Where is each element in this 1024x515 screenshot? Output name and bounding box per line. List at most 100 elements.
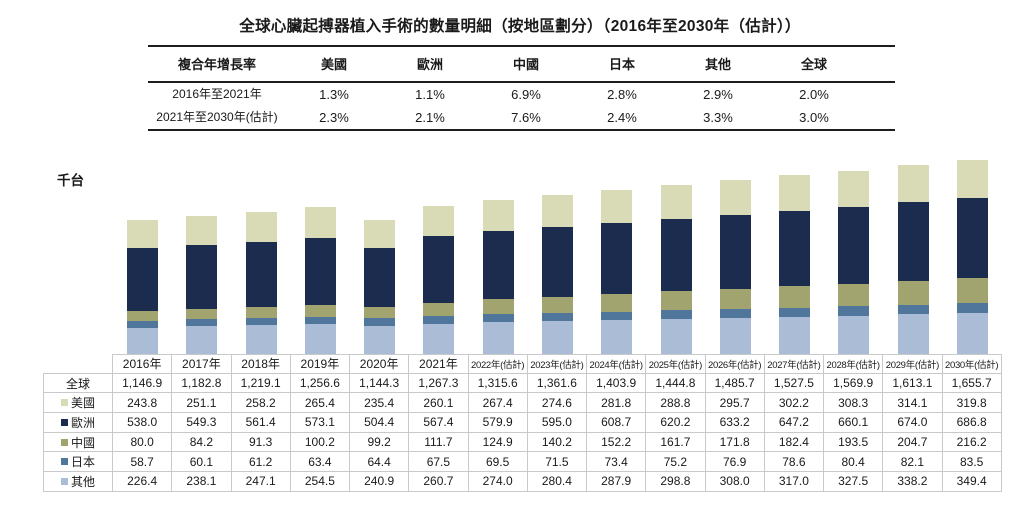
bar-segment bbox=[245, 317, 277, 326]
bar-segment bbox=[719, 318, 751, 354]
row-label-text: 美國 bbox=[70, 396, 95, 411]
row-label-cell: 全球 bbox=[43, 373, 113, 394]
value-cell: 314.1 bbox=[883, 393, 943, 414]
cagr-header-cell: 中國 bbox=[478, 47, 574, 83]
bar-segment bbox=[838, 170, 870, 207]
bar-segment bbox=[482, 321, 514, 354]
row-label-cell: 日本 bbox=[43, 452, 113, 473]
bar-segment bbox=[660, 185, 692, 219]
value-cell: 84.2 bbox=[172, 432, 232, 453]
value-cell: 1,315.6 bbox=[468, 373, 528, 394]
year-header-cell: 2024年(估計) bbox=[587, 354, 647, 374]
bar-segment bbox=[779, 307, 811, 317]
value-cell: 327.5 bbox=[824, 472, 884, 492]
value-cell: 1,655.7 bbox=[942, 373, 1002, 394]
value-cell: 235.4 bbox=[350, 393, 410, 414]
row-label-cell: 中國 bbox=[43, 432, 113, 453]
chart-title: 全球心臟起搏器植入手術的數量明細（按地區劃分）（2016年至2030年（估計）） bbox=[239, 18, 801, 35]
bar-segment bbox=[304, 238, 336, 306]
bar-segment bbox=[127, 327, 159, 354]
value-cell: 308.3 bbox=[824, 393, 884, 414]
bar-segment bbox=[127, 219, 159, 249]
year-header-cell: 2029年(估計) bbox=[883, 354, 943, 374]
value-cell: 298.8 bbox=[646, 472, 706, 492]
cagr-grid: 複合年增長率 美國 歐洲 中國 日本 其他 全球 2016年至2021年 1.3% 1.1% 6.9… bbox=[148, 47, 895, 129]
value-cell: 1,256.6 bbox=[290, 373, 350, 394]
bar-segment bbox=[364, 220, 396, 248]
bar-segment bbox=[897, 314, 929, 354]
value-cell: 647.2 bbox=[764, 413, 824, 433]
value-cell: 161.7 bbox=[646, 432, 706, 453]
value-cell: 1,444.8 bbox=[646, 373, 706, 394]
bar bbox=[897, 165, 929, 354]
value-cell: 247.1 bbox=[231, 472, 291, 492]
cagr-value-cell: 7.6% bbox=[511, 110, 541, 125]
value-cell: 1,485.7 bbox=[705, 373, 765, 394]
legend-swatch bbox=[60, 418, 68, 426]
value-cell: 58.7 bbox=[113, 452, 173, 473]
bar-segment bbox=[245, 241, 277, 308]
cagr-row-spacer bbox=[862, 83, 895, 106]
value-cell: 69.5 bbox=[468, 452, 528, 473]
bar-segment bbox=[956, 160, 988, 198]
cagr-header-cell: 全球 bbox=[766, 47, 862, 83]
bar-segment bbox=[127, 248, 159, 312]
cagr-value-cell: 2.1% bbox=[415, 110, 445, 125]
value-cell: 71.5 bbox=[527, 452, 587, 473]
bar-segment bbox=[245, 307, 277, 318]
row-label-cell: 歐洲 bbox=[43, 413, 113, 433]
corner-cell bbox=[43, 354, 113, 374]
year-header-cell: 2016年 bbox=[113, 354, 173, 374]
year-header-cell: 2028年(估計) bbox=[824, 354, 884, 374]
bar bbox=[127, 219, 159, 354]
bar-segment bbox=[304, 207, 336, 239]
value-cell: 64.4 bbox=[350, 452, 410, 473]
year-header-cell: 2020年 bbox=[350, 354, 410, 374]
row-label-text: 全球 bbox=[65, 376, 90, 391]
value-cell: 549.3 bbox=[172, 413, 232, 433]
value-cell: 91.3 bbox=[231, 432, 291, 453]
bar-segment bbox=[838, 206, 870, 284]
value-cell: 579.9 bbox=[468, 413, 528, 433]
bar-segment bbox=[542, 312, 573, 322]
bar bbox=[956, 160, 988, 354]
value-cell: 75.2 bbox=[646, 452, 706, 473]
bar-segment bbox=[956, 303, 988, 314]
value-cell: 152.2 bbox=[587, 432, 647, 453]
value-cell: 204.7 bbox=[883, 432, 943, 453]
cagr-period-cell: 2016年至2021年 bbox=[172, 87, 262, 101]
bar-segment bbox=[186, 309, 218, 320]
bar-segment bbox=[601, 320, 633, 354]
value-cell: 140.2 bbox=[527, 432, 587, 453]
row-label-cell: 美國 bbox=[43, 393, 113, 414]
value-cell: 686.8 bbox=[942, 413, 1002, 433]
cagr-value-cell: 2.9% bbox=[703, 87, 733, 102]
bar-segment bbox=[423, 205, 455, 237]
value-cell: 216.2 bbox=[942, 432, 1002, 453]
bar-segment bbox=[897, 280, 929, 305]
year-header-cell: 2026年(估計) bbox=[705, 354, 765, 374]
cagr-value-cell: 2.0% bbox=[799, 87, 829, 102]
value-cell: 1,182.8 bbox=[172, 373, 232, 394]
value-cell: 258.2 bbox=[231, 393, 291, 414]
cagr-value-cell: 3.3% bbox=[703, 110, 733, 125]
bar-segment bbox=[542, 226, 573, 297]
value-cell: 83.5 bbox=[942, 452, 1002, 473]
cagr-header-spacer bbox=[862, 47, 895, 83]
cagr-value-cell: 2.3% bbox=[319, 110, 349, 125]
year-header-cell: 2025年(估計) bbox=[646, 354, 706, 374]
bar bbox=[186, 215, 218, 354]
bar bbox=[601, 189, 633, 354]
value-cell: 288.8 bbox=[646, 393, 706, 414]
bar-segment bbox=[482, 231, 514, 300]
year-header-cell: 2027年(估計) bbox=[764, 354, 824, 374]
stacked-bar-chart bbox=[113, 150, 1002, 354]
year-header-cell: 2022年(估計) bbox=[468, 354, 528, 374]
value-cell: 265.4 bbox=[290, 393, 350, 414]
cagr-period-cell: 2021年至2030年(估計) bbox=[156, 110, 278, 124]
bar-segment bbox=[245, 325, 277, 354]
cagr-value-cell: 3.0% bbox=[799, 110, 829, 125]
cagr-value-cell: 6.9% bbox=[511, 87, 541, 102]
bar-segment bbox=[186, 326, 218, 354]
value-cell: 1,144.3 bbox=[350, 373, 410, 394]
